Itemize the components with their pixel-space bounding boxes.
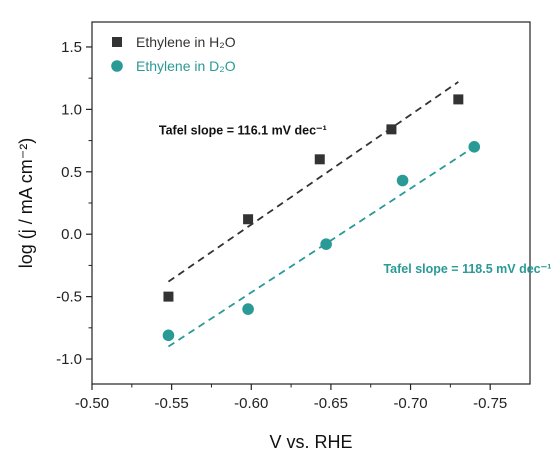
- legend-label-d2o: Ethylene in D₂O: [136, 58, 236, 74]
- y-axis-title: log (j / mA cm⁻²): [16, 138, 36, 269]
- x-axis-title: V vs. RHE: [269, 432, 352, 452]
- x-tick-label: -0.55: [155, 395, 189, 412]
- y-tick-label: 1.0: [61, 101, 82, 118]
- tafel-slope-annotation-h2o: Tafel slope = 116.1 mV dec⁻¹: [159, 123, 327, 137]
- x-tick-label: -0.65: [314, 395, 348, 412]
- data-point-h2o: [453, 94, 464, 105]
- legend-label-h2o: Ethylene in H₂O: [136, 34, 236, 50]
- legend-marker-circle: [111, 60, 123, 72]
- data-point-d2o: [396, 174, 409, 187]
- legend-item-d2o: Ethylene in D₂O: [111, 58, 236, 74]
- fit-line-h2o: [167, 81, 459, 283]
- y-tick-label: 1.5: [61, 39, 82, 56]
- tick-labels: -0.50 -0.55 -0.60 -0.65 -0.70 -0.75 -1.0 -0.5 0.…: [56, 39, 507, 412]
- legend-item-h2o: Ethylene in H₂O: [112, 34, 236, 50]
- data-point-d2o: [242, 303, 254, 315]
- y-tick-label: -0.5: [56, 289, 82, 306]
- data-point-d2o: [468, 141, 481, 153]
- legend-marker-square: [112, 37, 122, 47]
- y-tick-label: 0.5: [61, 164, 82, 181]
- legend: Ethylene in H₂O Ethylene in D₂O: [111, 34, 236, 74]
- fit-lines: [167, 81, 475, 348]
- data-point-h2o: [243, 214, 254, 225]
- data-point-h2o: [163, 291, 174, 302]
- tafel-slope-annotation-d2o: Tafel slope = 118.5 mV dec⁻¹: [383, 262, 551, 276]
- y-tick-label: -1.0: [56, 351, 82, 368]
- data-points: [162, 94, 481, 342]
- plot-frame: [91, 21, 531, 385]
- data-point-h2o: [386, 124, 397, 135]
- x-tick-label: -0.50: [75, 395, 109, 412]
- data-point-d2o: [162, 329, 175, 342]
- x-tick-label: -0.75: [473, 395, 507, 412]
- data-point-h2o: [314, 154, 325, 165]
- x-tick-label: -0.70: [393, 395, 427, 412]
- x-tick-label: -0.60: [234, 395, 268, 412]
- y-tick-label: 0.0: [61, 226, 82, 243]
- axes: [86, 21, 531, 390]
- data-point-d2o: [320, 238, 332, 250]
